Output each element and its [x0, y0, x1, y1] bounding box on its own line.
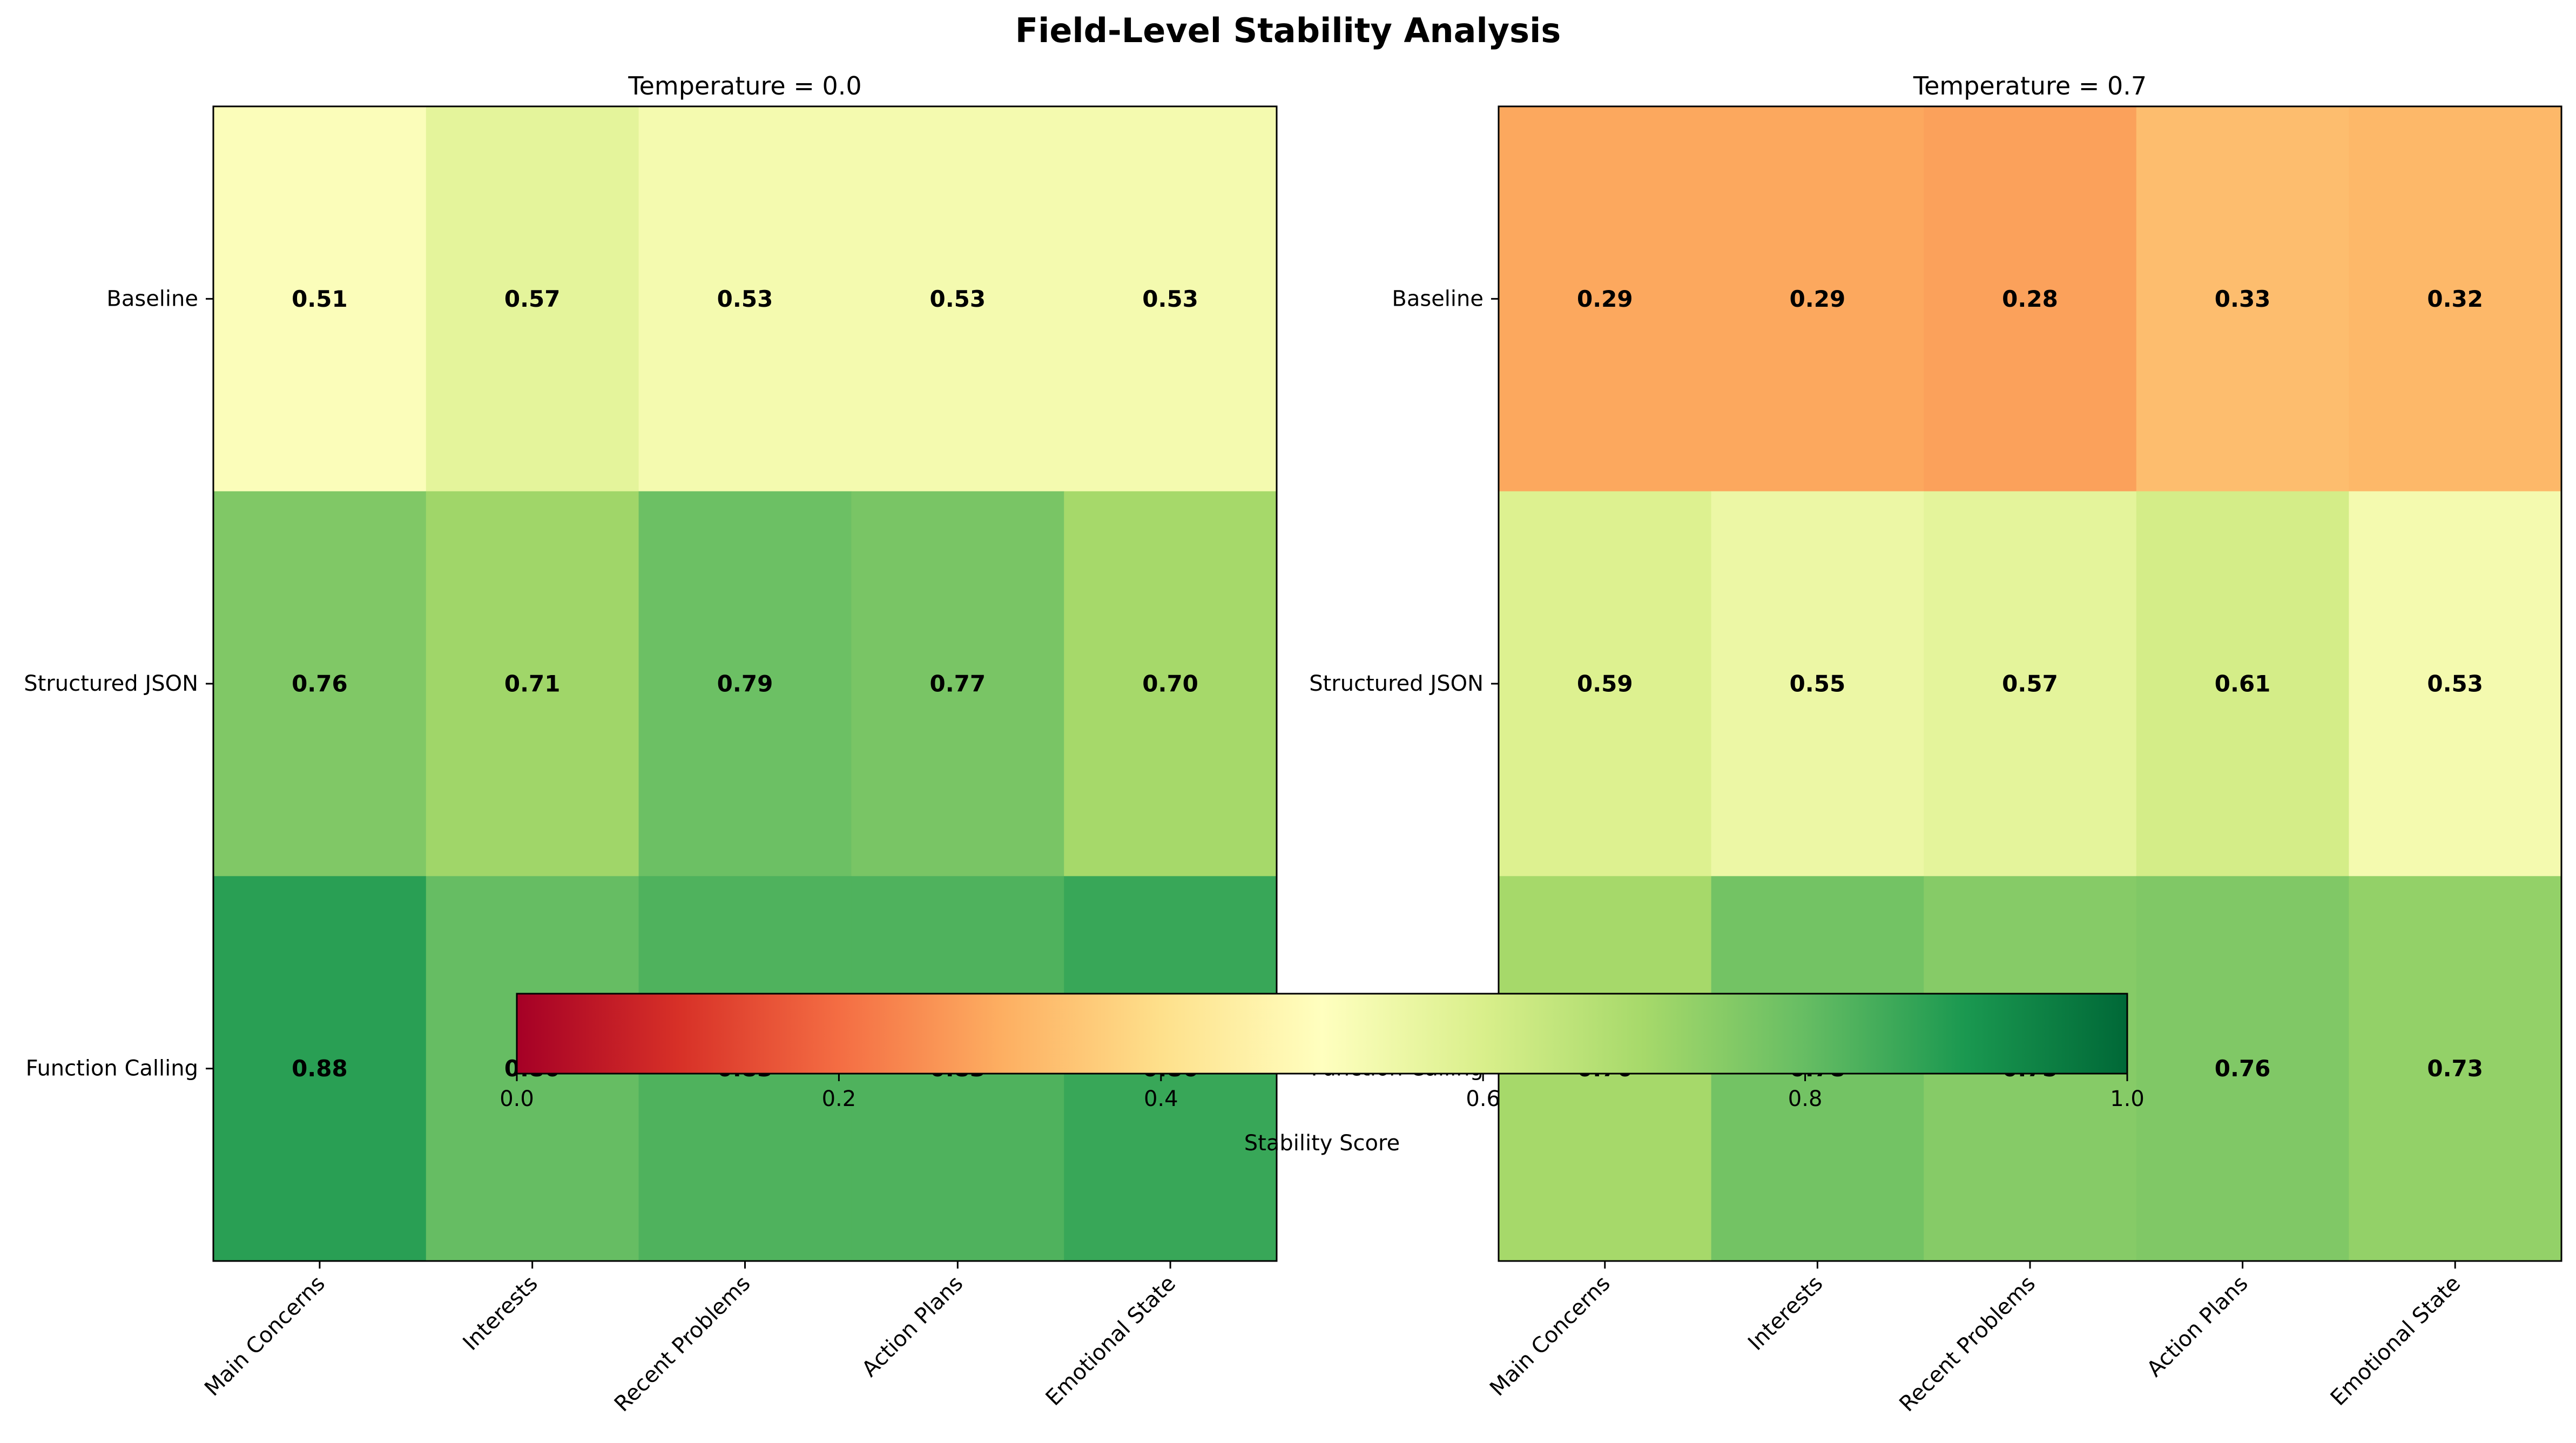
- colorbar-tick-label: 0.0: [500, 1087, 534, 1111]
- colorbar-tick-label: 1.0: [2110, 1087, 2145, 1111]
- cell-value-label: 0.53: [1142, 286, 1198, 312]
- cell-value-label: 0.73: [2427, 1055, 2483, 1082]
- heatmap-cell: [213, 106, 427, 492]
- x-tick-label: Main Concerns: [200, 1271, 330, 1401]
- colorbar: 0.0 0.2 0.4 0.6 0.8 1.0 Stability Score: [500, 993, 2145, 1156]
- colorbar-tick-label: 0.4: [1144, 1087, 1178, 1111]
- heatmap-cell: [2136, 106, 2349, 492]
- heatmap-panel-1: 0.51 0.57 0.53 0.53 0.53 0.76 0.71 0.79 0.77 0.70…: [24, 71, 1278, 1417]
- x-tick-label: Recent Problems: [1894, 1271, 2040, 1417]
- heatmap-cell: [213, 491, 427, 876]
- x-tick-label: Action Plans: [2142, 1271, 2253, 1382]
- cell-value-label: 0.53: [2427, 671, 2483, 697]
- x-tick-label: Emotional State: [1041, 1271, 1181, 1411]
- cell-value-label: 0.88: [292, 1055, 348, 1082]
- heatmap-cell: [1064, 106, 1277, 492]
- figure-title: Field-Level Stability Analysis: [1015, 11, 1561, 50]
- heatmap-cell: [426, 106, 639, 492]
- cell-value-label: 0.55: [1790, 671, 1846, 697]
- x-tick-label: Main Concerns: [1485, 1271, 1615, 1401]
- colorbar-tick-label: 0.8: [1788, 1087, 1823, 1111]
- heatmap-cell: [2349, 876, 2562, 1262]
- heatmap-cell: [1711, 491, 1924, 876]
- cell-value-label: 0.53: [929, 286, 986, 312]
- cell-value-label: 0.29: [1577, 286, 1633, 312]
- x-tick-label: Recent Problems: [610, 1271, 756, 1417]
- cell-value-label: 0.59: [1577, 671, 1633, 697]
- x-tick-label: Action Plans: [857, 1271, 968, 1382]
- heatmap-cell: [2136, 876, 2349, 1262]
- heatmap-cell: [1499, 491, 1712, 876]
- heatmap-cell: [2136, 491, 2349, 876]
- cell-value-label: 0.28: [2002, 286, 2058, 312]
- cell-value-label: 0.71: [504, 671, 561, 697]
- heatmap-cell: [1711, 106, 1924, 492]
- heatmap-cell: [426, 491, 639, 876]
- y-tick-label: Structured JSON: [1309, 671, 1483, 696]
- panel-title: Temperature = 0.7: [1913, 71, 2147, 100]
- cell-value-label: 0.61: [2215, 671, 2271, 697]
- heatmap-panels: 0.51 0.57 0.53 0.53 0.53 0.76 0.71 0.79 0.77 0.70…: [24, 71, 2562, 1417]
- cell-value-label: 0.77: [929, 671, 986, 697]
- y-tick-label: Baseline: [106, 286, 198, 311]
- x-tick-label: Emotional State: [2326, 1271, 2465, 1411]
- cell-value-label: 0.79: [717, 671, 773, 697]
- colorbar-tick-label: 0.6: [1466, 1087, 1500, 1111]
- cell-value-label: 0.29: [1790, 286, 1846, 312]
- cell-value-label: 0.76: [292, 671, 348, 697]
- cell-value-label: 0.53: [717, 286, 773, 312]
- heatmap-cell: [638, 491, 852, 876]
- heatmap-cell: [851, 491, 1064, 876]
- heatmap-cell: [213, 876, 427, 1262]
- cell-value-label: 0.57: [2002, 671, 2058, 697]
- heatmap-cell: [2349, 106, 2562, 492]
- cell-value-label: 0.32: [2427, 286, 2483, 312]
- cell-value-label: 0.33: [2215, 286, 2271, 312]
- y-tick-label: Function Calling: [26, 1056, 198, 1081]
- heatmap-cell: [851, 106, 1064, 492]
- heatmap-cell: [1064, 491, 1277, 876]
- colorbar-tick-label: 0.2: [822, 1087, 857, 1111]
- colorbar-gradient: [516, 993, 2128, 1075]
- heatmap-cell: [2349, 491, 2562, 876]
- colorbar-label: Stability Score: [1244, 1131, 1400, 1156]
- y-tick-label: Baseline: [1392, 286, 1483, 311]
- heatmap-panel-2: 0.29 0.29 0.28 0.33 0.32 0.59 0.55 0.57 0.61 0.53…: [1309, 71, 2562, 1417]
- panel-title: Temperature = 0.0: [628, 71, 861, 100]
- cell-value-label: 0.70: [1142, 671, 1198, 697]
- heatmap-cell: [1924, 491, 2137, 876]
- y-tick-label: Structured JSON: [24, 671, 198, 696]
- heatmap-cell: [1924, 106, 2137, 492]
- x-tick-label: Interests: [458, 1271, 543, 1356]
- heatmap-cell: [638, 106, 852, 492]
- cell-value-label: 0.57: [504, 286, 561, 312]
- cell-value-label: 0.76: [2215, 1055, 2271, 1082]
- x-tick-label: Interests: [1743, 1271, 1828, 1356]
- cell-value-label: 0.51: [292, 286, 348, 312]
- heatmap-cell: [1499, 106, 1712, 492]
